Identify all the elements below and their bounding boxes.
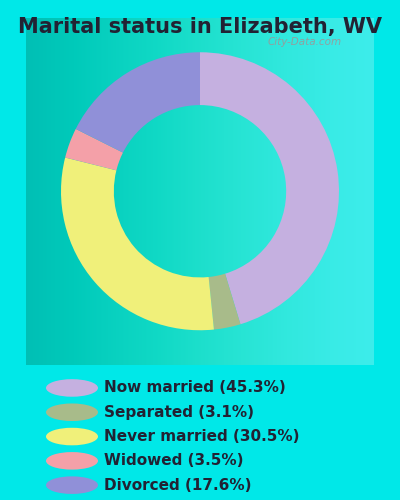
Text: Widowed (3.5%): Widowed (3.5%) xyxy=(104,454,244,468)
Circle shape xyxy=(46,452,98,469)
Circle shape xyxy=(46,428,98,446)
Text: City-Data.com: City-Data.com xyxy=(267,37,341,47)
Circle shape xyxy=(46,476,98,494)
Text: Separated (3.1%): Separated (3.1%) xyxy=(104,405,254,420)
Wedge shape xyxy=(209,274,240,330)
Text: Divorced (17.6%): Divorced (17.6%) xyxy=(104,478,252,492)
Circle shape xyxy=(46,379,98,396)
Circle shape xyxy=(46,404,98,421)
Wedge shape xyxy=(200,52,339,324)
Wedge shape xyxy=(61,158,214,330)
Text: Never married (30.5%): Never married (30.5%) xyxy=(104,429,300,444)
Wedge shape xyxy=(65,129,123,170)
Text: Now married (45.3%): Now married (45.3%) xyxy=(104,380,286,396)
Text: Marital status in Elizabeth, WV: Marital status in Elizabeth, WV xyxy=(18,18,382,38)
Wedge shape xyxy=(76,52,200,152)
